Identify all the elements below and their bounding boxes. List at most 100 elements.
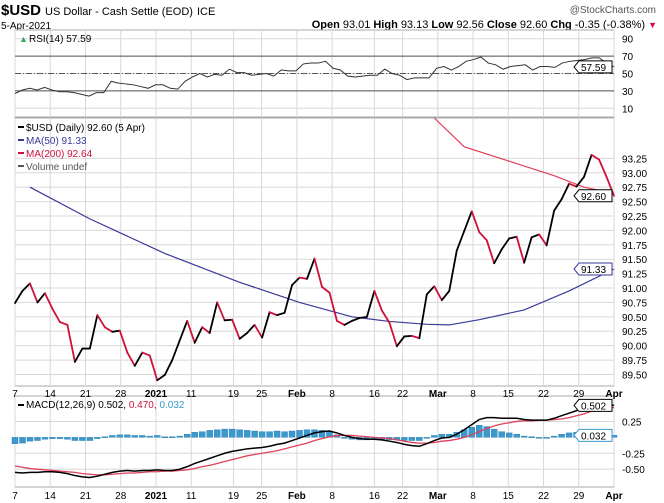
price-segment — [538, 233, 548, 247]
price-segment — [298, 276, 308, 280]
x-tick-label: Mar — [429, 389, 447, 400]
price-segment — [328, 291, 338, 322]
price-segment — [253, 324, 263, 339]
price-segment — [313, 257, 323, 288]
price-segment — [156, 374, 166, 382]
histogram-bar — [401, 437, 408, 441]
histogram-bar — [513, 433, 520, 438]
price-segment — [261, 311, 271, 339]
price-segment — [463, 210, 473, 232]
price-segment — [575, 175, 585, 188]
histogram-bar — [49, 437, 56, 439]
rsi-tick-label: 90 — [622, 35, 634, 46]
price-segment — [523, 236, 533, 264]
histogram-bar — [79, 437, 86, 441]
price-segment — [508, 235, 518, 240]
price-segment — [186, 319, 196, 344]
price-segment — [283, 284, 293, 314]
price-segment — [553, 198, 563, 212]
price-segment — [141, 351, 151, 357]
x-tick-label: Apr — [605, 491, 622, 502]
x-tick-label: 22 — [538, 491, 550, 502]
price-tick-label: 90.50 — [622, 313, 647, 324]
histogram-bar — [11, 437, 19, 444]
x-tick-label: 14 — [45, 491, 57, 502]
price-segment — [395, 335, 406, 348]
histogram-bar — [296, 430, 303, 438]
price-tick-label: 90.25 — [622, 327, 647, 338]
histogram-bar — [161, 436, 168, 438]
histogram-bar — [56, 437, 64, 439]
price-segment — [425, 285, 436, 296]
instrument-name: US Dollar - Cash Settle (EOD) — [45, 6, 193, 18]
x-tick-label: Apr — [605, 389, 622, 400]
price-tick-label: 92.75 — [622, 183, 647, 194]
histogram-bar — [431, 435, 438, 438]
histogram-bar — [176, 435, 183, 438]
chart-date: 5-Apr-2021 — [1, 21, 52, 32]
ohlc-value-low: 92.56 — [456, 19, 484, 31]
x-tick-label: 8 — [470, 389, 476, 400]
price-segment — [478, 231, 488, 242]
price-segment — [21, 282, 31, 292]
price-segment — [14, 290, 24, 304]
ma200-line — [433, 117, 615, 195]
histogram-bar — [19, 437, 26, 444]
histogram-bar — [558, 433, 565, 438]
price-segment — [500, 237, 511, 251]
price-segment — [88, 314, 99, 350]
price-tick-label: 91.50 — [622, 255, 647, 266]
rsi-last-label: 57.59 — [581, 63, 606, 74]
x-tick-label: 28 — [115, 389, 127, 400]
price-segment — [590, 153, 600, 161]
x-tick-label: 8 — [329, 491, 335, 502]
price-segment — [493, 248, 503, 265]
price-tick-label: 91.25 — [622, 270, 647, 281]
histogram-bar — [169, 436, 176, 438]
price-segment — [276, 311, 286, 317]
ohlc-key-chg: Chg — [550, 19, 572, 31]
ohlc-key-open: Open — [311, 19, 340, 31]
histogram-bar — [243, 430, 251, 438]
price-legend-item: MA(50) 91.33 — [26, 136, 87, 147]
x-tick-label: 15 — [503, 389, 515, 400]
price-tick-label: 89.75 — [622, 356, 647, 367]
price-segment — [321, 285, 331, 294]
x-tick-label: 2021 — [145, 491, 168, 502]
histogram-bar — [483, 426, 490, 438]
x-tick-label: 16 — [369, 491, 381, 502]
histogram-bar — [236, 429, 243, 438]
price-segment — [223, 318, 234, 322]
ma50-last-label-box — [573, 262, 613, 276]
histogram-bar — [131, 435, 139, 438]
price-segment — [515, 235, 526, 264]
price-segment — [66, 324, 76, 363]
price-segment — [560, 182, 570, 201]
x-tick-label: 19 — [228, 491, 240, 502]
price-segment — [351, 317, 361, 322]
x-tick-label: 14 — [45, 389, 57, 400]
x-tick-label: 8 — [470, 491, 476, 502]
price-segment — [306, 257, 316, 280]
price-tick-label: 92.25 — [622, 212, 647, 223]
hist-last-label: 0.032 — [581, 431, 606, 442]
legend-swatch — [18, 152, 24, 154]
histogram-bar — [198, 431, 206, 438]
histogram-bar — [520, 435, 528, 438]
x-tick-label: 29 — [573, 491, 585, 502]
price-segment — [118, 329, 129, 354]
price-segment — [433, 285, 443, 302]
macd-last-label-box — [573, 398, 613, 412]
brand-logo: @StockCharts.com — [569, 5, 656, 16]
macd-tick-label: -0.50 — [622, 465, 645, 476]
ohlc-value-close: 92.60 — [519, 19, 548, 31]
price-segment — [201, 326, 211, 334]
histogram-bar — [26, 437, 34, 442]
price-segment — [380, 309, 391, 324]
histogram-bar — [124, 434, 131, 438]
histogram-bar — [221, 428, 228, 438]
histogram-bar — [34, 437, 41, 441]
close-last-label: 92.60 — [581, 192, 606, 203]
x-tick-label: 25 — [256, 389, 268, 400]
